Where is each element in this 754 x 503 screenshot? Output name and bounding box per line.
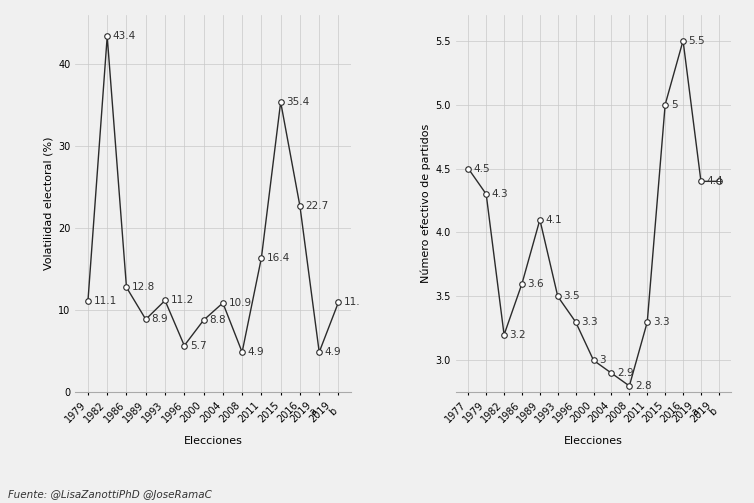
Text: 4.3: 4.3 [492,189,508,199]
Text: 4.9: 4.9 [247,347,265,357]
Text: 3.6: 3.6 [528,279,544,289]
Text: 11.2: 11.2 [170,295,194,305]
Text: 3: 3 [599,356,605,365]
Text: 5: 5 [671,100,677,110]
Text: 2.9: 2.9 [617,368,633,378]
Text: 2.8: 2.8 [635,381,651,391]
Text: 11.: 11. [344,297,360,307]
Text: Fuente: @LisaZanottiPhD @JoseRamaC: Fuente: @LisaZanottiPhD @JoseRamaC [8,490,211,500]
Text: 5.5: 5.5 [688,36,705,46]
Text: 35.4: 35.4 [287,97,309,107]
Text: 16.4: 16.4 [267,253,290,263]
Text: 8.9: 8.9 [152,314,168,324]
Text: 22.7: 22.7 [305,201,329,211]
Y-axis label: Número efectivo de partidos: Número efectivo de partidos [421,124,431,283]
Text: 3.3: 3.3 [581,317,598,327]
X-axis label: Elecciones: Elecciones [184,436,243,446]
Text: 8.8: 8.8 [209,315,225,325]
Text: 11.1: 11.1 [93,296,117,306]
Text: 5.7: 5.7 [190,341,207,351]
X-axis label: Elecciones: Elecciones [564,436,623,446]
Y-axis label: Volatilidad electoral (%): Volatilidad electoral (%) [44,137,54,271]
Text: 3.2: 3.2 [510,330,526,340]
Text: 4.4: 4.4 [706,177,723,186]
Text: 3.3: 3.3 [653,317,670,327]
Text: 43.4: 43.4 [113,31,136,41]
Text: 4.1: 4.1 [545,215,562,225]
Text: 4.9: 4.9 [325,347,342,357]
Text: 3.5: 3.5 [563,291,580,301]
Text: 10.9: 10.9 [228,298,252,308]
Text: 12.8: 12.8 [132,282,155,292]
Text: 4.5: 4.5 [474,163,490,174]
